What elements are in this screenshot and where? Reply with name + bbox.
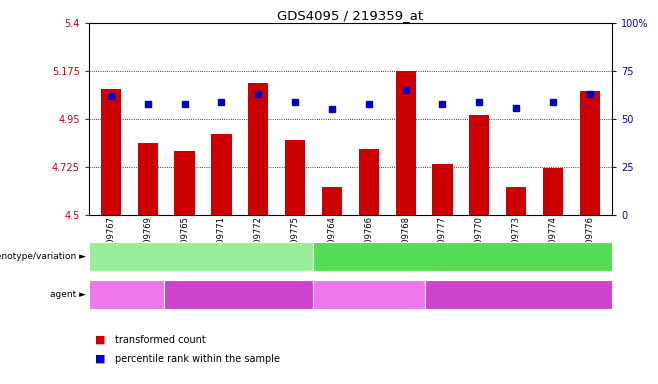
- Bar: [543, 168, 563, 215]
- Bar: [285, 141, 305, 215]
- Text: transformed count: transformed count: [115, 335, 206, 345]
- Text: ■: ■: [95, 335, 106, 345]
- Bar: [506, 187, 526, 215]
- Bar: [580, 91, 600, 215]
- Title: GDS4095 / 219359_at: GDS4095 / 219359_at: [277, 9, 424, 22]
- Text: percentile rank within the sample: percentile rank within the sample: [115, 354, 280, 364]
- Text: agent ►: agent ►: [49, 290, 86, 299]
- Text: ■: ■: [95, 354, 106, 364]
- Bar: [138, 142, 158, 215]
- Bar: [211, 134, 232, 215]
- Bar: [395, 71, 416, 215]
- Text: control: control: [444, 251, 480, 262]
- Text: SRC1 knockdown: SRC1 knockdown: [156, 251, 245, 262]
- Bar: [174, 151, 195, 215]
- Text: untreated: untreated: [213, 290, 264, 300]
- Text: untreated: untreated: [493, 290, 544, 300]
- Bar: [322, 187, 342, 215]
- Text: tamoxifen: tamoxifen: [100, 290, 153, 300]
- Bar: [101, 89, 121, 215]
- Bar: [248, 83, 268, 215]
- Bar: [359, 149, 379, 215]
- Text: tamoxifen: tamoxifen: [343, 290, 395, 300]
- Bar: [469, 115, 490, 215]
- Bar: [432, 164, 453, 215]
- Text: genotype/variation ►: genotype/variation ►: [0, 252, 86, 261]
